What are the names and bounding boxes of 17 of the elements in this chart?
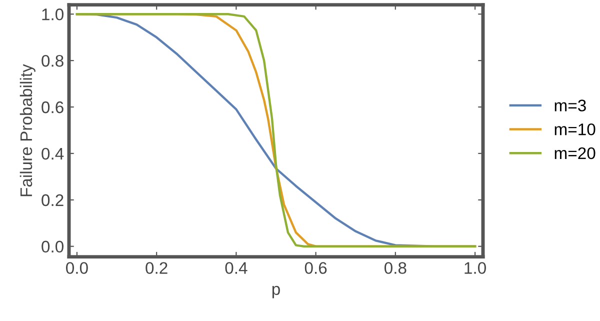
y-axis-title: Failure Probability	[20, 64, 36, 196]
y-tick-label: 1.0	[42, 8, 64, 20]
x-tick-label: 0.0	[66, 262, 88, 274]
x-tick-label: 0.4	[225, 262, 248, 274]
legend-label: m=3	[554, 100, 586, 112]
x-tick-label: 1.0	[464, 262, 486, 274]
x-tick-label: 0.6	[304, 262, 327, 274]
x-tick-label: 0.8	[384, 262, 406, 274]
y-tick-label: 0.6	[42, 101, 64, 114]
legend-label: m=10	[554, 123, 596, 136]
y-tick-label: 0.0	[42, 240, 64, 253]
x-axis-title: p	[272, 286, 280, 298]
y-tick-label: 0.2	[42, 194, 64, 206]
y-tick-label: 0.4	[42, 148, 64, 160]
y-tick-label: 0.8	[42, 54, 64, 67]
legend-label: m=20	[554, 147, 596, 160]
x-tick-label: 0.2	[146, 262, 168, 274]
